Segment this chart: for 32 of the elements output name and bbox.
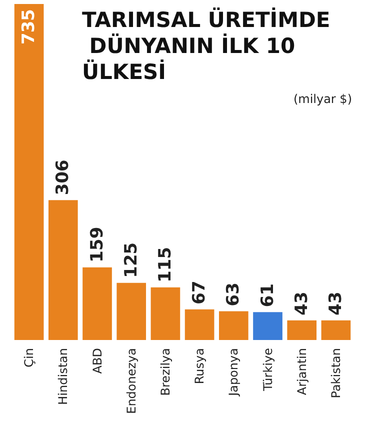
x-tick-label: Türkiye [260, 348, 275, 392]
bar [14, 4, 44, 340]
data-label: 735 [19, 9, 40, 44]
x-tick-label: Endonezya [124, 348, 138, 414]
x-tick-label: Arjantin [294, 348, 309, 396]
data-label: 63 [224, 282, 244, 306]
bar [321, 320, 351, 340]
x-tick-label: Brezilya [158, 348, 172, 396]
data-label: 43 [292, 292, 312, 316]
data-label: 125 [121, 242, 142, 278]
data-label: 306 [53, 160, 74, 196]
bar [150, 287, 180, 340]
data-label: 67 [190, 280, 210, 304]
x-tick-label: Hindistan [56, 348, 70, 405]
x-tick-label: Pakistan [328, 348, 343, 398]
bar [48, 200, 78, 340]
bar [116, 282, 146, 340]
data-label: 115 [155, 246, 176, 282]
data-label: 61 [258, 283, 278, 308]
text: (milyar $) [293, 92, 352, 106]
text: TARIMSAL ÜRETİMDE DÜNYANIN İLK 10 ÜLKESİ [82, 7, 330, 84]
bar [184, 309, 214, 340]
bar [218, 311, 248, 340]
x-tick-label: ABD [90, 348, 104, 374]
data-label: 43 [326, 292, 346, 316]
x-tick-label: Japonya [226, 348, 241, 397]
x-tick-label: Rusya [192, 348, 207, 384]
x-tick-label: Çin [22, 348, 36, 368]
bar [287, 320, 317, 340]
bar [82, 267, 112, 340]
bar [253, 312, 282, 340]
data-label: 159 [87, 226, 108, 262]
